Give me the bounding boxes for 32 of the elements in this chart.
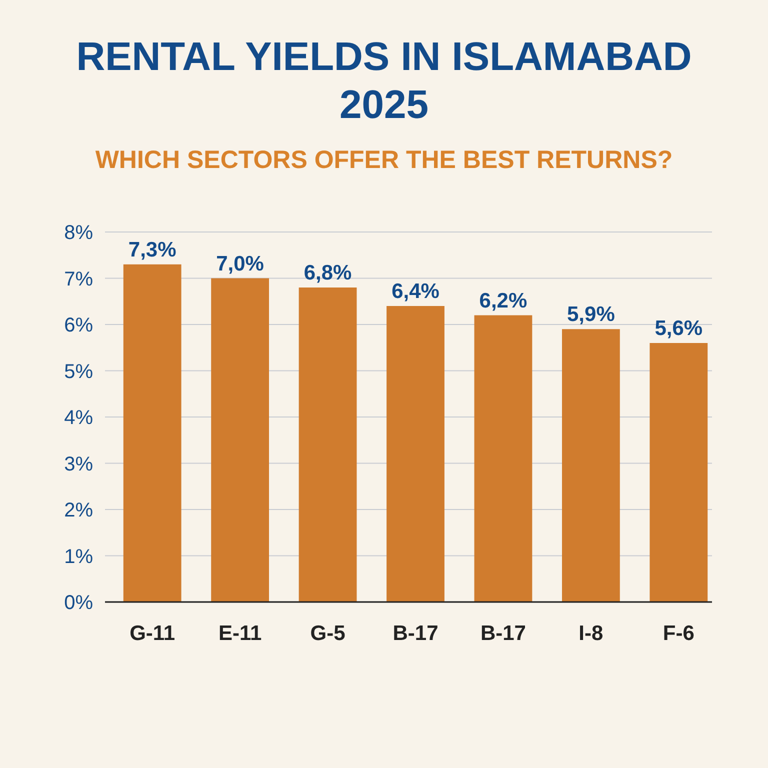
bar (562, 329, 620, 602)
chart-title: RENTAL YIELDS IN ISLAMABAD 2025 (76, 35, 692, 127)
x-tick-label: I-8 (578, 622, 604, 645)
y-tick-label: 0% (64, 592, 94, 614)
x-tick-label: E-11 (218, 622, 262, 645)
bar (474, 315, 532, 602)
data-label: 7,0% (216, 252, 264, 276)
bar (211, 278, 270, 602)
y-tick-label: 6% (64, 314, 94, 336)
data-label: 6,8% (304, 262, 352, 284)
data-label: 6,2% (479, 289, 528, 312)
data-label: 5,9% (567, 303, 616, 326)
y-tick-label: 3% (64, 453, 94, 476)
x-tick-label: B-17 (392, 622, 438, 645)
data-label: 5,6% (654, 317, 703, 340)
y-tick-label: 5% (64, 360, 94, 383)
y-tick-label: 4% (64, 407, 94, 429)
y-tick-label: 1% (64, 546, 94, 568)
y-tick-label: 8% (64, 222, 94, 244)
data-label: 6,4% (392, 280, 440, 303)
bar (650, 343, 708, 602)
bar (123, 264, 182, 602)
y-tick-label: 2% (64, 500, 94, 522)
bar (298, 288, 357, 602)
x-tick-label: G-5 (310, 622, 346, 645)
x-tick-label: F-6 (662, 622, 694, 645)
bar (386, 306, 444, 602)
x-tick-label: B-17 (480, 622, 526, 645)
y-tick-label: 7% (64, 268, 94, 290)
data-label: 7,3% (128, 238, 177, 262)
chart-subtitle: WHICH SECTORS OFFER THE BEST RETURNS? (95, 146, 673, 174)
x-tick-label: G-11 (130, 622, 176, 645)
